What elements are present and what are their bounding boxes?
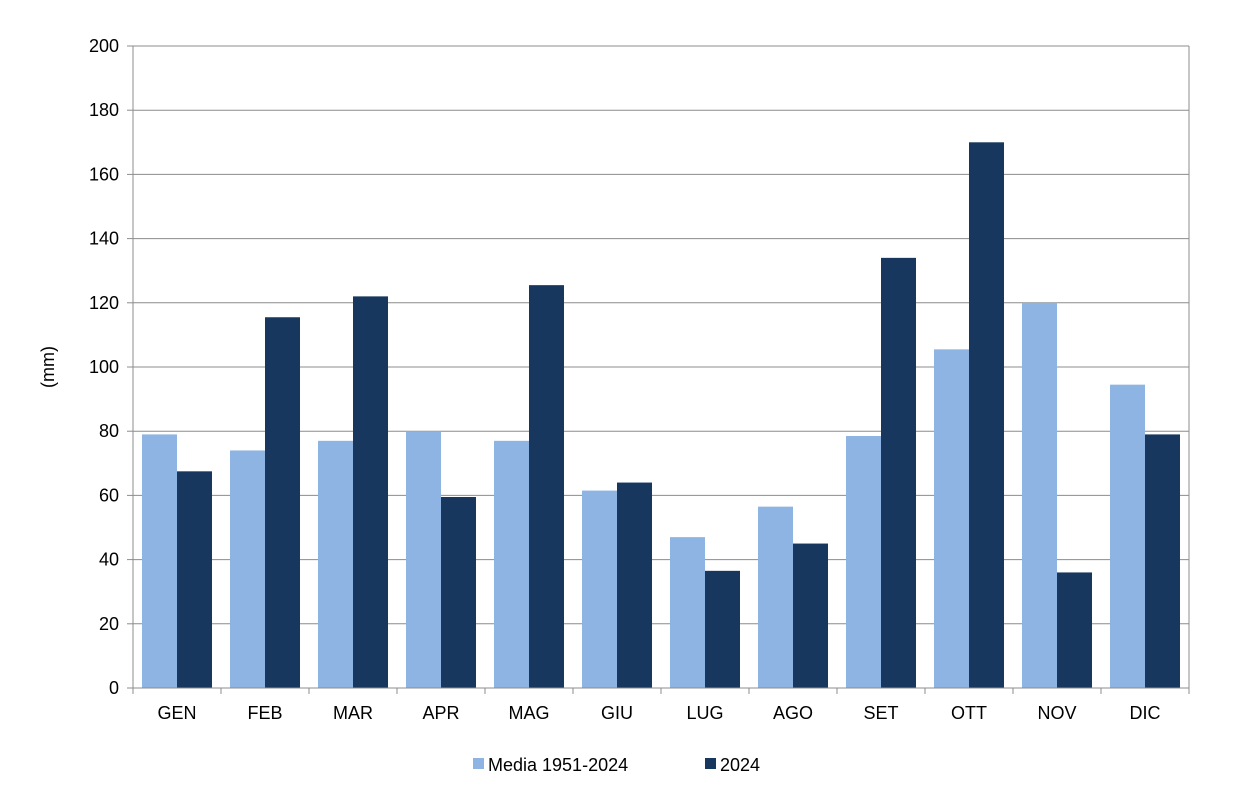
bar-year-mar <box>353 296 388 688</box>
y-tick-label: 160 <box>89 164 119 184</box>
x-tick-label-feb: FEB <box>247 703 282 723</box>
bar-media-mag <box>494 440 529 688</box>
bar-year-giu <box>617 482 652 688</box>
x-tick-label-mar: MAR <box>333 703 373 723</box>
bar-year-mag <box>529 285 564 688</box>
x-tick-label-ott: OTT <box>951 703 987 723</box>
y-tick-labels: 0 20 40 60 80 100 120 140 160 180 200 <box>89 36 119 698</box>
y-tick-label: 60 <box>99 485 119 505</box>
bar-year-ago <box>793 543 828 688</box>
x-tick-label-dic: DIC <box>1130 703 1161 723</box>
y-tick-label: 0 <box>109 678 119 698</box>
bar-media-lug <box>670 537 705 688</box>
x-tick-label-gen: GEN <box>157 703 196 723</box>
y-tick-label: 100 <box>89 357 119 377</box>
x-tick-label-giu: GIU <box>601 703 633 723</box>
legend-swatch-year <box>705 758 716 769</box>
bar-year-feb <box>265 317 300 688</box>
legend-swatch-media <box>473 758 484 769</box>
x-tick-label-apr: APR <box>422 703 459 723</box>
y-tick-label: 80 <box>99 421 119 441</box>
x-tick-label-lug: LUG <box>686 703 723 723</box>
x-tick-label-nov: NOV <box>1037 703 1076 723</box>
legend-label-year: 2024 <box>720 755 760 775</box>
bar-media-feb <box>230 450 265 688</box>
y-tick-label: 180 <box>89 100 119 120</box>
bar-media-ago <box>758 506 793 688</box>
bar-media-set <box>846 436 881 688</box>
bar-media-apr <box>406 431 441 688</box>
y-tick-label: 200 <box>89 36 119 56</box>
x-tick-label-ago: AGO <box>773 703 813 723</box>
bar-year-apr <box>441 497 476 688</box>
bar-year-gen <box>177 471 212 688</box>
legend-label-media: Media 1951-2024 <box>488 755 628 775</box>
bar-year-set <box>881 257 916 688</box>
y-tick-label: 120 <box>89 293 119 313</box>
bar-media-dic <box>1110 384 1145 688</box>
x-tick-labels: GEN FEB MAR APR MAG GIU LUG AGO SET OTT NOV DIC <box>157 703 1160 723</box>
x-tick-label-set: SET <box>863 703 898 723</box>
legend: Media 1951-2024 2024 <box>473 755 760 775</box>
bar-year-nov <box>1057 572 1092 688</box>
axes <box>127 45 1190 694</box>
bar-media-ott <box>934 349 969 688</box>
y-tick-label: 20 <box>99 614 119 634</box>
y-axis-label: (mm) <box>38 346 58 388</box>
bar-media-giu <box>582 490 617 688</box>
y-tick-label: 40 <box>99 550 119 570</box>
bar-year-dic <box>1145 434 1180 688</box>
x-tick-label-mag: MAG <box>508 703 549 723</box>
bar-media-nov <box>1022 302 1057 688</box>
bar-year-lug <box>705 570 740 688</box>
bar-media-gen <box>142 434 177 688</box>
bars <box>142 142 1180 689</box>
bar-media-mar <box>318 440 353 688</box>
bar-year-ott <box>969 142 1004 689</box>
y-tick-label: 140 <box>89 229 119 249</box>
